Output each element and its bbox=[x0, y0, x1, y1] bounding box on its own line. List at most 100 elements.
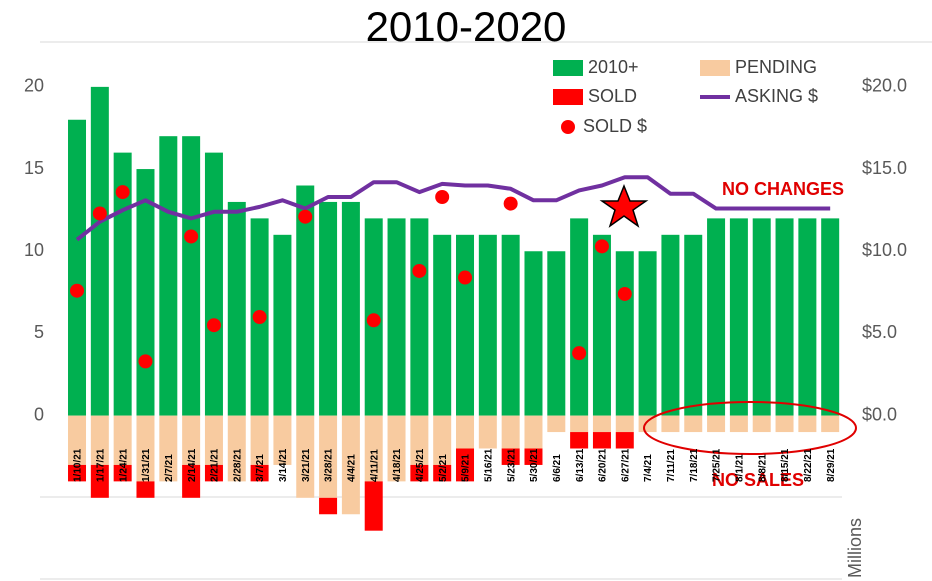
sold-price-dot bbox=[298, 209, 313, 224]
x-tick-label: 8/1/21 bbox=[735, 454, 746, 482]
x-tick-label: 2/14/21 bbox=[187, 448, 198, 482]
sold-bar bbox=[364, 481, 383, 531]
annotation: NO CHANGES bbox=[722, 179, 844, 199]
y-tick-label: 5 bbox=[34, 322, 44, 342]
x-tick-label: 4/11/21 bbox=[369, 449, 380, 482]
sold-price-dot bbox=[366, 313, 381, 328]
pending-bar bbox=[775, 415, 794, 433]
bar bbox=[456, 234, 475, 416]
pending-bar bbox=[456, 415, 475, 449]
sold-bar bbox=[615, 432, 634, 449]
bar bbox=[136, 169, 155, 416]
pending-bar bbox=[341, 415, 360, 515]
x-tick-label: 6/6/21 bbox=[552, 454, 563, 482]
pending-bar bbox=[159, 415, 178, 482]
annotation: NO SALES bbox=[712, 470, 804, 490]
sold-price-dot bbox=[572, 346, 587, 361]
x-tick-label: 3/14/21 bbox=[278, 448, 289, 482]
bar bbox=[707, 218, 726, 416]
x-tick-label: 7/4/21 bbox=[643, 454, 654, 482]
sold-bar bbox=[182, 464, 201, 498]
pending-bar bbox=[638, 415, 657, 433]
bar bbox=[159, 136, 178, 416]
bar bbox=[615, 251, 634, 416]
plot bbox=[68, 86, 840, 531]
x-tick-label: 6/27/21 bbox=[620, 448, 631, 482]
y-tick-label: 0 bbox=[34, 404, 44, 424]
pending-bar bbox=[592, 415, 611, 433]
legend-swatch bbox=[553, 89, 583, 105]
x-tick-label: 6/20/21 bbox=[598, 448, 609, 482]
chart-title: 2010-2020 bbox=[366, 3, 567, 50]
sold-bar bbox=[456, 448, 475, 482]
sold-price-dot bbox=[92, 206, 107, 221]
legend-label: PENDING bbox=[735, 57, 817, 77]
x-tick-label: 3/21/21 bbox=[301, 448, 312, 482]
x-tick-label: 1/17/21 bbox=[95, 448, 106, 482]
bar bbox=[821, 218, 840, 416]
x-tick-label: 5/30/21 bbox=[529, 448, 540, 482]
x-tick-label: 5/16/21 bbox=[483, 448, 494, 482]
bar bbox=[729, 218, 748, 416]
sold-bar bbox=[250, 464, 269, 482]
bar bbox=[524, 251, 543, 416]
sold-bar bbox=[204, 464, 223, 482]
highlight-ellipse bbox=[643, 401, 857, 455]
pending-bar bbox=[615, 415, 634, 433]
x-tick-label: 2/28/21 bbox=[232, 448, 243, 482]
y2-axis-label: Millions bbox=[845, 518, 865, 578]
x-tick-label: 4/4/21 bbox=[347, 454, 358, 482]
sold-price-dot bbox=[435, 190, 450, 205]
sold-bar bbox=[433, 464, 452, 482]
x-tick-label: 5/23/21 bbox=[506, 448, 517, 482]
bar bbox=[752, 218, 771, 416]
x-tick-label: 2/7/21 bbox=[164, 454, 175, 482]
bar bbox=[775, 218, 794, 416]
sold-price-dot bbox=[184, 229, 199, 244]
x-tick-label: 7/11/21 bbox=[666, 449, 677, 482]
pending-bar bbox=[752, 415, 771, 433]
x-tick-label: 8/22/21 bbox=[803, 448, 814, 482]
sold-bar bbox=[136, 481, 155, 498]
sold-bar bbox=[501, 448, 520, 465]
bar bbox=[387, 218, 406, 416]
bar bbox=[204, 152, 223, 416]
pending-bar bbox=[707, 415, 726, 433]
x-tick-label: 5/2/21 bbox=[438, 454, 449, 482]
bar bbox=[410, 218, 429, 416]
pending-bar bbox=[478, 415, 497, 449]
pending-bar bbox=[661, 415, 680, 433]
pending-bar bbox=[227, 415, 246, 482]
legend-label: 2010+ bbox=[588, 57, 639, 77]
bar bbox=[296, 185, 315, 416]
x-tick-label: 8/8/21 bbox=[757, 454, 768, 482]
bar bbox=[182, 136, 201, 416]
x-tick-label: 3/7/21 bbox=[255, 454, 266, 482]
bar bbox=[592, 234, 611, 416]
pending-bar bbox=[524, 415, 543, 449]
legend-label: SOLD $ bbox=[583, 116, 647, 136]
star bbox=[599, 183, 649, 228]
pending-bar bbox=[90, 415, 109, 465]
bar bbox=[433, 234, 452, 416]
bar bbox=[90, 86, 109, 416]
x-tick-label: 4/25/21 bbox=[415, 448, 426, 482]
bar bbox=[319, 201, 338, 416]
pending-bar bbox=[798, 415, 817, 433]
sold-price-dot bbox=[458, 270, 473, 285]
sold-bar bbox=[524, 448, 543, 465]
pending-bar bbox=[547, 415, 566, 433]
sold-bar bbox=[410, 464, 429, 482]
y-tick-label: 10 bbox=[24, 240, 44, 260]
sold-bar bbox=[113, 464, 132, 482]
x-tick-label: 1/10/21 bbox=[73, 448, 84, 482]
pending-bar bbox=[204, 415, 223, 465]
x-tick-label: 3/28/21 bbox=[324, 448, 335, 482]
legend-label: SOLD bbox=[588, 86, 637, 106]
y-tick-label: 20 bbox=[24, 76, 44, 96]
y-tick-label: 15 bbox=[24, 158, 44, 178]
pending-bar bbox=[410, 415, 429, 465]
sold-price-dot bbox=[412, 263, 427, 278]
sold-bar bbox=[90, 464, 109, 498]
pending-bar bbox=[296, 415, 315, 498]
